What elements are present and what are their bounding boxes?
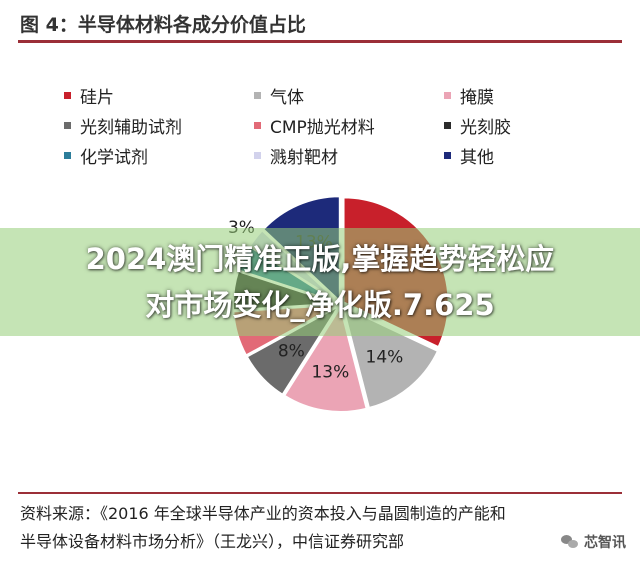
legend-label: 掩膜 [460,87,494,108]
title-rule [18,40,622,43]
wechat-icon [561,535,579,549]
legend-label: CMP抛光材料 [270,117,375,138]
legend-swatch [444,91,451,99]
legend-item-photomask: 掩膜 [444,84,584,108]
banner-line-2: 对市场变化_净化版.7.625 [145,288,495,322]
source-note: 资料来源：《2016 年全球半导体产业的资本投入与晶圆制造的产能和 半导体设备材… [20,500,620,556]
legend-swatch [254,121,261,129]
legend-swatch [64,91,71,99]
banner-line-1: 2024澳门精准正版,掌握趋势轻松应 [85,242,555,276]
pie-data-label-1: 14% [366,347,404,367]
legend-item-chemicals: 化学试剂 [64,144,254,168]
legend-item-silicon-wafer: 硅片 [64,84,254,108]
legend-swatch [444,121,451,129]
legend-swatch [64,121,71,129]
overlay-banner [0,228,640,336]
source-line-2: 半导体设备材料市场分析》（王龙兴），中信证券研究部 [20,532,405,551]
legend-item-litho-aux: 光刻辅助试剂 [64,114,254,138]
legend-item-sputter-target: 溅射靶材 [254,144,444,168]
watermark-text: 芯智讯 [584,535,626,551]
legend-item-photoresist: 光刻胶 [444,114,584,138]
watermark: 芯智讯 [561,532,626,552]
legend-label: 其他 [460,147,494,168]
legend-label: 光刻胶 [460,117,511,138]
source-rule [18,492,622,494]
chart-legend: 硅片 气体 掩膜 光刻辅助试剂 CMP抛光材料 光刻胶 化学试剂 溅射靶材 其他 [64,84,584,168]
legend-item-other: 其他 [444,144,584,168]
source-line-1: 资料来源：《2016 年全球半导体产业的资本投入与晶圆制造的产能和 [20,504,506,523]
legend-swatch [254,151,261,159]
legend-label: 硅片 [80,87,114,108]
legend-swatch [64,151,71,159]
legend-item-cmp: CMP抛光材料 [254,114,444,138]
legend-label: 溅射靶材 [270,147,338,168]
pie-data-label-3: 8% [278,342,305,362]
legend-label: 化学试剂 [80,147,148,168]
figure-title: 图 4：半导体材料各成分价值占比 [20,14,306,36]
legend-swatch [254,91,261,99]
legend-label: 光刻辅助试剂 [80,117,182,138]
overlay-banner-text: 2024澳门精准正版,掌握趋势轻松应 对市场变化_净化版.7.625 [0,236,640,328]
legend-item-gas: 气体 [254,84,444,108]
legend-label: 气体 [270,87,304,108]
legend-swatch [444,151,451,159]
pie-data-label-2: 13% [311,362,349,382]
